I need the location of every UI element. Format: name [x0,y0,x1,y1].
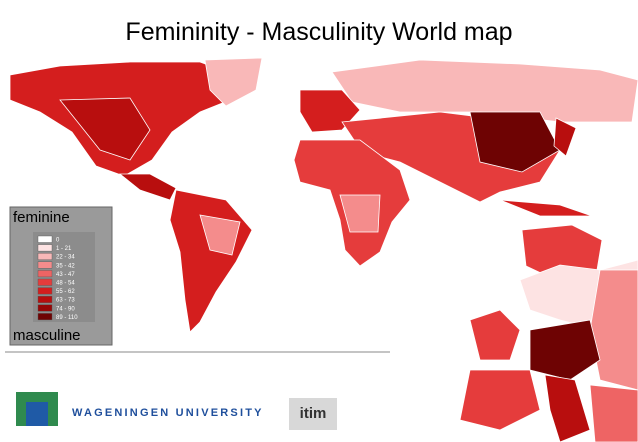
europe-inset [459,259,638,442]
legend-swatch [37,296,53,303]
university-name: WAGENINGEN UNIVERSITY [72,407,264,419]
indonesia [499,199,593,217]
legend-item-label: 48 - 54 [56,281,75,287]
legend-item-label: 55 - 62 [56,289,75,295]
legend-item-label: 22 - 34 [56,255,75,261]
balkans [589,384,638,442]
legend-bottom-label: masculine [13,327,81,344]
legend-swatch [37,235,53,243]
legend-swatch [37,270,53,278]
usa [59,97,151,161]
legend-item-label: 43 - 47 [56,272,75,278]
legend-swatch [37,261,53,269]
japan [553,117,577,157]
legend-item-label: 0 [56,238,60,244]
legend-swatch [37,304,53,312]
central-europe [529,319,601,381]
wageningen-logo-inner [26,402,48,426]
china [469,111,561,173]
russia [331,59,638,123]
itim-logo-box [289,398,337,430]
legend-item-label: 63 - 73 [56,298,75,304]
legend-item-label: 89 - 110 [56,315,78,321]
legend-swatch [37,244,53,252]
legend-swatch [37,313,53,321]
world-map [5,57,638,353]
brazil [199,214,241,256]
slide-title: Femininity - Masculinity World map [125,18,512,46]
legend-swatch [37,252,53,260]
central-america [118,173,177,201]
legend-item-label: 35 - 42 [56,263,75,269]
footer: WAGENINGEN UNIVERSITY itim [16,392,337,430]
partner-name: itim [300,405,327,422]
central-africa [339,194,381,233]
italy [544,374,591,442]
eastern-europe [589,269,638,391]
legend: feminine masculine 0 1 - 21 22 - 34 35 - 42… [9,206,113,346]
legend-item-label: 1 - 21 [56,246,72,252]
legend-top-label: feminine [13,209,70,226]
legend-swatch [37,287,53,295]
western-europe [459,369,541,431]
greenland [204,57,263,107]
legend-item-label: 74 - 90 [56,306,75,312]
legend-swatch [37,278,53,286]
britain [469,309,521,361]
